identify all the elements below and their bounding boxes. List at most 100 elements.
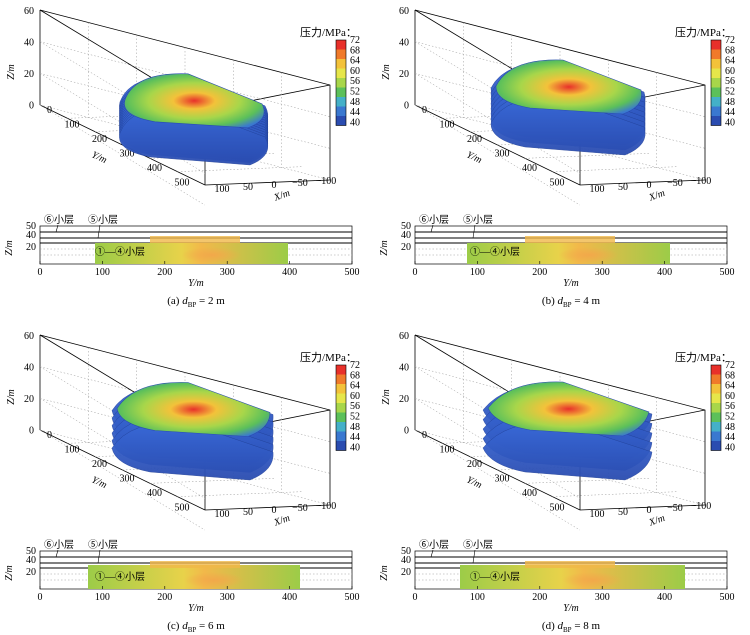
- colorbar-tick-label: 40: [725, 442, 735, 453]
- colorbar-tick-label: 40: [350, 117, 360, 128]
- colorbar-swatch: [336, 97, 346, 107]
- layer14-label: ①—④小层: [95, 246, 145, 258]
- panel-caption: (b) dBP = 4 m: [542, 295, 601, 309]
- section-z-tick: 40: [401, 230, 411, 241]
- colorbar-tick-label: 56: [725, 401, 735, 412]
- colorbar-tick-label: 60: [350, 391, 360, 402]
- colorbar-swatch: [336, 393, 346, 403]
- colorbar-tick-label: 72: [350, 35, 360, 46]
- section-y-tick-label: 500: [345, 267, 360, 278]
- colorbar-tick-label: 44: [725, 432, 735, 443]
- colorbar-tick-label: 56: [350, 76, 360, 87]
- box-edge-bottom-right: [204, 504, 331, 511]
- colorbar-frame: [710, 39, 722, 126]
- colorbar-swatch: [336, 87, 346, 97]
- colorbar-title: 压力/MPa：: [675, 26, 732, 39]
- grid-line: [177, 491, 303, 497]
- z-tick-label: 60: [399, 6, 409, 17]
- x-axis-label: X/m: [647, 188, 667, 204]
- x-tick-label: −100: [316, 501, 337, 512]
- section-y-tick-label: 200: [532, 267, 547, 278]
- layer14-label: ①—④小层: [470, 571, 520, 583]
- y-tick-label: 300: [120, 149, 135, 160]
- grid-lines: [414, 22, 706, 206]
- section-y-label: Y/m: [563, 603, 579, 614]
- y-tick-label: 300: [495, 474, 510, 485]
- section-y-label: Y/m: [188, 603, 204, 614]
- layer5-label: ⑤小层: [463, 539, 493, 551]
- pressure-body: [111, 382, 274, 481]
- y-tick-label: 500: [175, 178, 190, 189]
- section-y-tick-label: 300: [220, 267, 235, 278]
- y-tick-label: 400: [522, 488, 537, 499]
- colorbar-tick-label: 44: [350, 107, 360, 118]
- colorbar-swatch: [336, 59, 346, 69]
- colorbar-frame: [335, 364, 347, 451]
- colorbar-swatch: [711, 365, 721, 375]
- pressure-body: [119, 73, 269, 166]
- z-axis-label: Z/m: [6, 389, 17, 405]
- section-y-label: Y/m: [188, 278, 204, 289]
- x-tick-label: −50: [292, 503, 308, 514]
- z-tick-label: 60: [399, 331, 409, 342]
- layer6-leader: [430, 549, 434, 558]
- grid-line: [524, 153, 651, 159]
- section-y-tick-label: 500: [720, 592, 735, 603]
- colorbar-tick-label: 60: [725, 66, 735, 77]
- z-tick-label: 40: [24, 363, 34, 374]
- section-y-tick-label: 400: [657, 592, 672, 603]
- section-y-tick-label: 400: [657, 267, 672, 278]
- colorbar-swatch: [336, 384, 346, 394]
- colorbar-title: 压力/MPa：: [300, 26, 357, 39]
- x-tick-label: 0: [272, 505, 277, 516]
- z-tick-label: 20: [24, 394, 34, 405]
- section-y-tick-label: 0: [413, 592, 418, 603]
- colorbar-swatch: [711, 374, 721, 384]
- z-tick-label: 60: [24, 6, 34, 17]
- z-tick-label: 0: [404, 101, 409, 112]
- colorbar-tick-label: 48: [725, 422, 735, 433]
- section-y-tick-label: 300: [595, 592, 610, 603]
- layer5-leader: [97, 549, 101, 564]
- section-z-tick: 40: [26, 555, 36, 566]
- z-tick-label: 0: [29, 426, 34, 437]
- grid-lines: [39, 22, 331, 206]
- body-layer: [111, 421, 274, 481]
- layer6-label: ⑥小层: [419, 214, 449, 226]
- y-tick-label: 200: [467, 134, 482, 145]
- section-upper-band: [525, 561, 615, 568]
- section-z-tick: 50: [401, 546, 411, 557]
- x-tick-label: 50: [618, 182, 628, 193]
- section-z-tick: 20: [26, 567, 36, 578]
- colorbar-swatch: [711, 393, 721, 403]
- box-edge-bottom-right: [204, 179, 331, 186]
- section-y-tick-label: 500: [720, 267, 735, 278]
- y-tick-label: 400: [522, 163, 537, 174]
- colorbar-tick-label: 68: [725, 45, 735, 56]
- section-z-label: Z/m: [379, 565, 390, 581]
- colorbar-swatch: [711, 403, 721, 413]
- x-tick-label: −100: [316, 176, 337, 187]
- colorbar-tick-label: 52: [725, 87, 735, 98]
- colorbar-swatch: [711, 59, 721, 69]
- colorbar-tick-label: 68: [725, 370, 735, 381]
- layer14-label: ①—④小层: [95, 571, 145, 583]
- grid-line: [414, 41, 581, 142]
- colorbar-swatch: [711, 441, 721, 451]
- section-y-label: Y/m: [563, 278, 579, 289]
- colorbar-swatch: [711, 68, 721, 78]
- section-y-tick-label: 500: [345, 592, 360, 603]
- z-axis-label: Z/m: [6, 64, 17, 80]
- section-z-tick: 20: [401, 242, 411, 253]
- panel-caption: (a) dBP = 2 m: [167, 295, 225, 309]
- colorbar-tick-label: 48: [725, 97, 735, 108]
- z-tick-label: 0: [29, 101, 34, 112]
- grid-line: [524, 478, 651, 484]
- colorbar-tick-label: 44: [350, 432, 360, 443]
- colorbar-frame: [710, 364, 722, 451]
- section-z-tick: 50: [26, 221, 36, 232]
